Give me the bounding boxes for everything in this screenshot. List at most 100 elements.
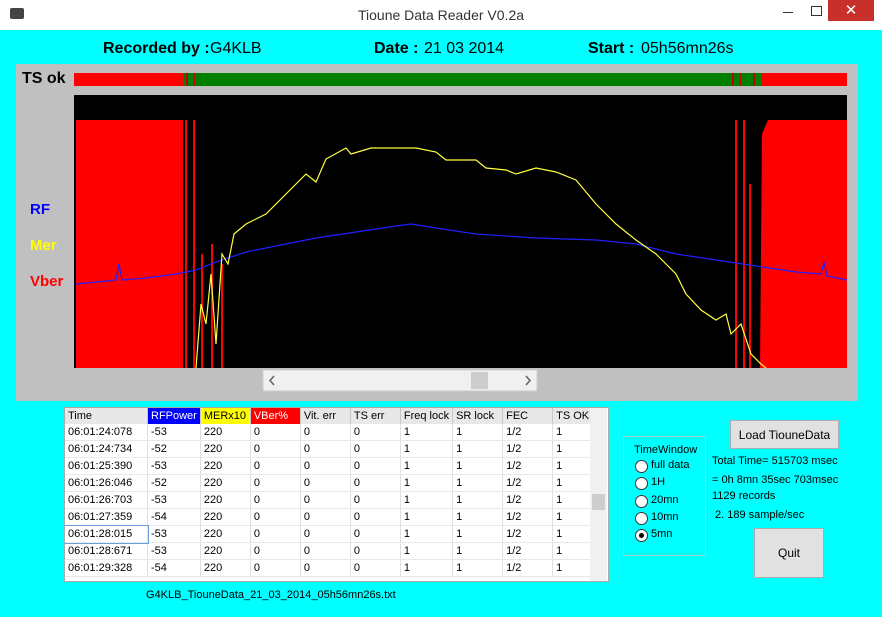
ts-label: TS ok: [22, 70, 66, 87]
mer-label: Mer: [30, 237, 57, 254]
table-cell: 0: [250, 424, 301, 441]
column-header: MERx10: [200, 408, 251, 424]
radio-label[interactable]: 5mn: [651, 528, 673, 541]
table-cell: 1: [452, 491, 504, 509]
table-cell: 0: [300, 474, 351, 492]
table-cell: 0: [350, 440, 401, 458]
table-cell: 0: [300, 491, 351, 509]
table-row[interactable]: 06:01:28:671 -53 220 0 0 0 1 1 1/2 1: [65, 542, 604, 560]
column-header: Time: [65, 408, 148, 424]
table-cell: 0: [300, 457, 351, 475]
table-cell: 1: [452, 424, 504, 441]
radio-button[interactable]: [635, 460, 648, 473]
title-bar: Tioune Data Reader V0.2a ✕: [0, 0, 882, 30]
table-cell: 1: [452, 474, 504, 492]
maximize-button[interactable]: [811, 6, 822, 16]
column-header: SR lock: [452, 408, 504, 424]
table-cell: 220: [200, 457, 251, 475]
radio-button[interactable]: [635, 529, 648, 543]
ts-errors: [186, 73, 755, 86]
table-cell: 06:01:26:046: [65, 474, 148, 492]
date-value: 21 03 2014: [424, 40, 505, 57]
table-row[interactable]: 06:01:29:328 -54 220 0 0 0 1 1 1/2 1: [65, 559, 604, 577]
table-cell: 0: [250, 542, 301, 560]
table-cell: 1/2: [502, 474, 554, 492]
app-icon: [10, 8, 24, 19]
table-cell: 1: [452, 525, 504, 543]
table-cell: 220: [200, 474, 251, 492]
table-cell: 0: [300, 424, 351, 441]
v-scroll-thumb[interactable]: [592, 494, 605, 510]
table-cell: 220: [200, 525, 251, 543]
table-row[interactable]: 06:01:26:046 -52 220 0 0 0 1 1 1/2 1: [65, 474, 604, 492]
table-cell: 1: [400, 559, 454, 577]
table-row[interactable]: 06:01:24:078 -53 220 0 0 0 1 1 1/2 1: [65, 424, 604, 441]
table-cell: 0: [250, 559, 301, 577]
v-scrollbar[interactable]: [590, 408, 607, 581]
table-cell: 1: [452, 440, 504, 458]
table-cell: 0: [350, 474, 401, 492]
plot-panel: TS ok RF Mer Vber: [16, 64, 858, 401]
table-cell: 1/2: [502, 508, 554, 526]
h-scrollbar[interactable]: [262, 369, 538, 392]
table-row[interactable]: 06:01:27:359 -54 220 0 0 0 1 1 1/2 1: [65, 508, 604, 526]
table-cell: 0: [250, 440, 301, 458]
table-cell: 0: [350, 457, 401, 475]
start-value: 05h56mn26s: [641, 40, 734, 57]
vber-area: [76, 120, 847, 368]
table-cell: 1: [400, 508, 454, 526]
radio-button[interactable]: [635, 477, 648, 491]
table-cell: 0: [350, 508, 401, 526]
table-cell: 1: [452, 542, 504, 560]
column-header: Vit. err: [300, 408, 351, 424]
column-header: TS err: [350, 408, 401, 424]
table-cell: 1/2: [502, 559, 554, 577]
recorded-value: G4KLB: [210, 40, 262, 57]
table-cell: 0: [250, 474, 301, 492]
stats-line: = 0h 8mn 35sec 703msec: [712, 474, 839, 486]
table-cell: 06:01:25:390: [65, 457, 148, 475]
table-cell: 06:01:29:328: [65, 559, 148, 577]
minimize-button[interactable]: [783, 12, 793, 13]
table-cell: 1/2: [502, 440, 554, 458]
table-cell: 06:01:26:703: [65, 491, 148, 509]
table-cell: -53: [147, 491, 201, 509]
table-cell: 1: [400, 542, 454, 560]
recorded-label: Recorded by :: [103, 40, 210, 57]
radio-button[interactable]: [635, 511, 648, 525]
table-row[interactable]: 06:01:24:734 -52 220 0 0 0 1 1 1/2 1: [65, 440, 604, 458]
table-cell: 220: [200, 508, 251, 526]
radio-label[interactable]: 10mn: [651, 510, 679, 523]
table-cell: 1: [400, 474, 454, 492]
load-button[interactable]: Load TiouneData: [730, 420, 839, 449]
table-row[interactable]: 06:01:25:390 -53 220 0 0 0 1 1 1/2 1: [65, 457, 604, 475]
table-cell: 06:01:27:359: [65, 508, 148, 526]
table-cell: 220: [200, 440, 251, 458]
scroll-arrows[interactable]: [268, 375, 532, 386]
table-cell: -52: [147, 440, 201, 458]
quit-button[interactable]: Quit: [754, 528, 824, 578]
table-cell: 220: [200, 559, 251, 577]
table-cell: -54: [147, 508, 201, 526]
table-cell: -53: [147, 542, 201, 560]
table-cell: 06:01:28:671: [65, 542, 148, 560]
table-cell: 0: [350, 525, 401, 543]
radio-button[interactable]: [635, 494, 648, 508]
table-cell: 1/2: [502, 491, 554, 509]
radio-dot: [639, 533, 644, 539]
table-row[interactable]: 06:01:26:703 -53 220 0 0 0 1 1 1/2 1: [65, 491, 604, 509]
radio-label[interactable]: 20mn: [651, 493, 679, 506]
data-grid[interactable]: Time RFPower MERx10 VBer% Vit. err TS err Freq…: [64, 407, 609, 582]
ts-ok-segment: [183, 73, 762, 86]
scroll-thumb[interactable]: [471, 372, 488, 389]
table-cell: 0: [250, 457, 301, 475]
radio-label[interactable]: 1H: [651, 476, 666, 489]
close-button[interactable]: ✕: [828, 0, 874, 21]
table-cell: 0: [300, 440, 351, 458]
table-cell: -54: [147, 559, 201, 577]
stats-line: 2. 189 sample/sec: [715, 509, 805, 521]
start-label: Start :: [588, 40, 635, 57]
radio-label[interactable]: full data: [651, 459, 690, 471]
table-row[interactable]: 06:01:28:015 -53 220 0 0 0 1 1 1/2 1: [65, 524, 604, 544]
